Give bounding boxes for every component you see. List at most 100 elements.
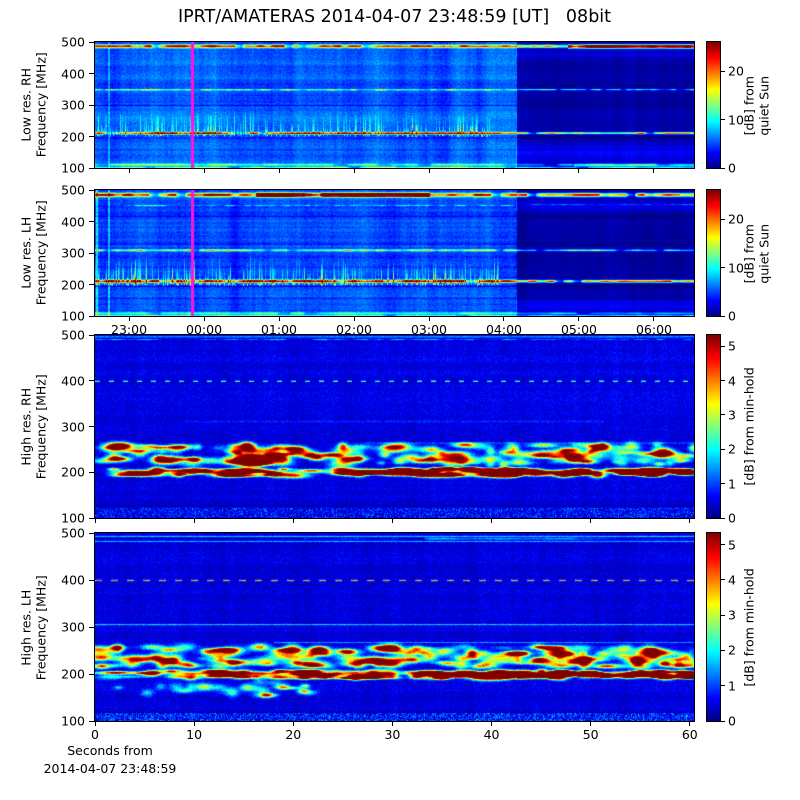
x-tick-mark [590, 722, 592, 726]
x-tick-label: 04:00 [485, 322, 522, 337]
x-tick-mark [428, 317, 430, 321]
y-tick-mark [89, 426, 94, 427]
y-tick-label: 500 [61, 327, 85, 343]
x-tick-label: 02:00 [335, 322, 373, 337]
colorbar-tick-label: 1 [728, 678, 736, 694]
y-tick-label: 300 [61, 619, 85, 635]
y-tick-mark [89, 104, 94, 106]
y-tick-mark [89, 136, 94, 137]
colorbar-tick-label: 10 [728, 112, 744, 128]
y-tick-label: 300 [61, 245, 85, 261]
x-axis-label: Seconds from 2014-04-07 23:48:59 [22, 742, 198, 778]
colorbar-tick-mark [721, 380, 725, 382]
colorbar-tick-label: 20 [728, 63, 744, 79]
x-axis-label-line: Seconds from [67, 743, 153, 758]
panel-high-res-rh [94, 334, 695, 519]
x-axis-label-line: 2014-04-07 23:48:59 [43, 761, 177, 777]
colorbar-tick-label: 5 [728, 338, 736, 354]
colorbar-tick-mark [721, 448, 725, 450]
colorbar-tick-label: 0 [728, 510, 736, 526]
x-tick-mark [203, 317, 205, 321]
y-tick-mark [89, 517, 94, 519]
y-tick-label: 500 [61, 34, 85, 50]
x-tick-mark [353, 317, 355, 321]
colorbar-tick-mark [721, 649, 725, 651]
y-tick-label: 500 [61, 525, 85, 541]
x-tick-label: 30 [384, 727, 401, 742]
x-tick-mark [578, 317, 580, 321]
y-tick-label: 300 [61, 419, 85, 434]
colorbar-label-line: [dB] from [741, 224, 757, 284]
y-tick-mark [89, 334, 94, 336]
y-axis-label-high-res-rh: High res. RH Frequency [MHz] [18, 327, 49, 527]
x-tick-label: 06:00 [635, 322, 672, 337]
colorbar-tick-label: 0 [728, 160, 736, 176]
colorbar-tick-mark [721, 614, 725, 616]
colorbar-gradient [707, 335, 720, 518]
y-axis-label-low-res-lh: Low res. LH Frequency [MHz] [18, 153, 49, 353]
x-tick-mark [503, 317, 505, 321]
colorbar-tick-label: 5 [728, 537, 736, 553]
x-tick-mark [491, 519, 493, 523]
y-tick-mark [89, 380, 94, 382]
x-tick-mark [590, 519, 592, 523]
x-tick-label: 23:00 [111, 322, 148, 337]
colorbar-gradient [707, 190, 720, 316]
y-tick-label: 100 [61, 510, 85, 526]
y-tick-mark [89, 579, 94, 581]
y-tick-mark [89, 720, 94, 722]
panel-high-res-lh [94, 532, 695, 722]
colorbar-label-high-res-rh: [dB] from min-hold [742, 326, 758, 526]
spectrogram-high-res-lh [95, 533, 694, 721]
colorbar-tick-label: 2 [728, 441, 736, 457]
colorbar-tick-mark [721, 483, 725, 485]
y-tick-mark [89, 284, 94, 285]
x-tick-mark [578, 169, 580, 173]
x-tick-mark [278, 317, 280, 321]
spectrogram-high-res-rh [95, 335, 694, 518]
y-tick-mark [89, 41, 94, 43]
y-tick-label: 200 [61, 666, 85, 682]
y-tick-mark [89, 315, 94, 317]
x-tick-label: 10 [186, 727, 203, 742]
x-tick-mark [689, 722, 691, 726]
x-tick-mark [94, 722, 96, 726]
x-tick-label: 05:00 [560, 322, 597, 337]
x-tick-mark [491, 722, 493, 726]
x-tick-mark [203, 169, 205, 173]
x-tick-label: 50 [582, 727, 599, 742]
x-tick-mark [689, 519, 691, 523]
colorbar-tick-mark [721, 218, 725, 220]
colorbar-tick-label: 0 [728, 308, 736, 324]
y-tick-mark [89, 626, 94, 628]
colorbar-tick-mark [721, 70, 725, 72]
x-tick-mark [292, 722, 294, 726]
colorbar-low-res-rh [706, 41, 721, 169]
panel-low-res-rh [94, 41, 695, 169]
x-tick-mark [391, 722, 393, 726]
x-tick-mark [193, 722, 195, 726]
colorbar-tick-label: 2 [728, 642, 736, 658]
x-tick-mark [128, 169, 130, 173]
colorbar-tick-mark [721, 345, 725, 347]
colorbar-tick-mark [721, 720, 725, 722]
colorbar-tick-mark [721, 119, 725, 121]
colorbar-label-line: quiet Sun [756, 223, 771, 284]
colorbar-tick-mark [721, 167, 725, 169]
colorbar-label-high-res-lh: [dB] from min-hold [742, 527, 758, 727]
y-tick-label: 500 [61, 182, 85, 198]
y-tick-label: 200 [61, 277, 85, 292]
y-axis-label-high-res-lh: High res. LH Frequency [MHz] [18, 528, 49, 728]
x-tick-label: 00:00 [186, 322, 223, 337]
y-tick-label: 100 [61, 713, 85, 729]
colorbar-tick-label: 10 [728, 260, 744, 276]
x-tick-label: 03:00 [410, 322, 448, 337]
y-tick-label: 400 [61, 66, 85, 81]
colorbar-tick-mark [721, 414, 725, 416]
y-tick-label: 100 [61, 160, 85, 176]
colorbar-tick-label: 0 [728, 713, 736, 729]
x-tick-label: 0 [91, 727, 99, 742]
x-tick-mark [653, 169, 655, 173]
colorbar-tick-mark [721, 517, 725, 519]
colorbar-tick-label: 3 [728, 407, 736, 423]
